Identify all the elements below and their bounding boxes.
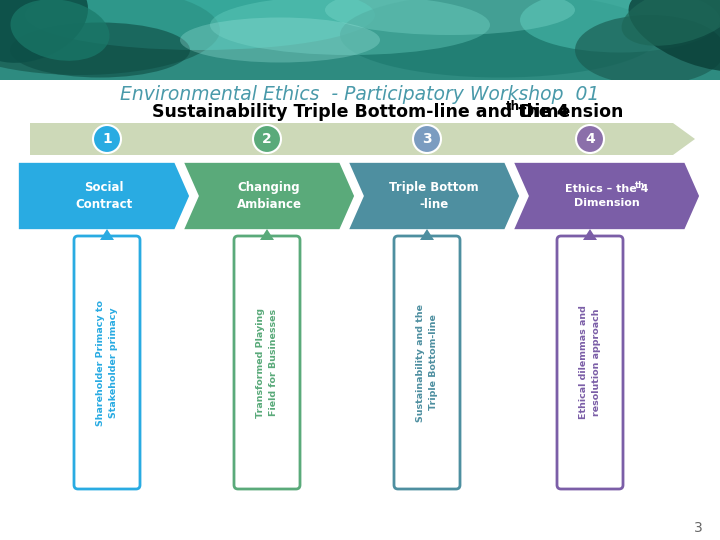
Polygon shape [18, 162, 190, 230]
Text: Ethical dilemmas and
resolution approach: Ethical dilemmas and resolution approach [580, 306, 600, 420]
Ellipse shape [575, 15, 720, 85]
Text: Triple Bottom
-line: Triple Bottom -line [390, 181, 479, 211]
Text: th: th [634, 180, 644, 190]
FancyBboxPatch shape [394, 236, 460, 489]
Text: Social
Contract: Social Contract [76, 181, 132, 211]
Text: Environmental Ethics  - Participatory Workshop  01: Environmental Ethics - Participatory Wor… [120, 84, 600, 104]
Ellipse shape [629, 0, 720, 72]
Text: Shareholder Primacy to
Stakeholder primacy: Shareholder Primacy to Stakeholder prima… [96, 300, 118, 426]
Ellipse shape [11, 0, 109, 61]
Ellipse shape [25, 0, 375, 50]
Ellipse shape [0, 0, 88, 63]
Text: 1: 1 [102, 132, 112, 146]
Text: Dimension: Dimension [514, 103, 624, 121]
Text: 3: 3 [693, 521, 703, 535]
Text: 2: 2 [262, 132, 272, 146]
Circle shape [576, 125, 604, 153]
Text: Sustainability and the
Triple Bottom-line: Sustainability and the Triple Bottom-lin… [416, 303, 438, 422]
Circle shape [413, 125, 441, 153]
Text: Ethics – the 4: Ethics – the 4 [564, 184, 648, 194]
Ellipse shape [325, 0, 575, 35]
Ellipse shape [210, 0, 490, 55]
Circle shape [93, 125, 121, 153]
Polygon shape [348, 162, 520, 230]
Ellipse shape [621, 0, 720, 46]
Text: Transformed Playing
Field for Businesses: Transformed Playing Field for Businesses [256, 307, 278, 417]
Polygon shape [260, 229, 274, 240]
Polygon shape [583, 229, 597, 240]
FancyBboxPatch shape [557, 236, 623, 489]
Text: 4: 4 [585, 132, 595, 146]
Ellipse shape [180, 17, 380, 63]
Ellipse shape [520, 0, 720, 52]
Circle shape [253, 125, 281, 153]
Text: 3: 3 [422, 132, 432, 146]
FancyBboxPatch shape [234, 236, 300, 489]
Bar [0, 0, 720, 85]
Text: th: th [506, 100, 520, 113]
Polygon shape [100, 229, 114, 240]
Ellipse shape [0, 0, 220, 75]
Ellipse shape [10, 23, 190, 78]
Text: Dimension: Dimension [574, 198, 639, 208]
Bar [0, 80, 720, 540]
Polygon shape [30, 123, 695, 155]
Ellipse shape [340, 0, 660, 78]
FancyBboxPatch shape [74, 236, 140, 489]
Text: Changing
Ambiance: Changing Ambiance [236, 181, 302, 211]
Text: Sustainability Triple Bottom-line and the 4: Sustainability Triple Bottom-line and th… [152, 103, 568, 121]
Polygon shape [513, 162, 700, 230]
Polygon shape [420, 229, 434, 240]
Polygon shape [183, 162, 355, 230]
